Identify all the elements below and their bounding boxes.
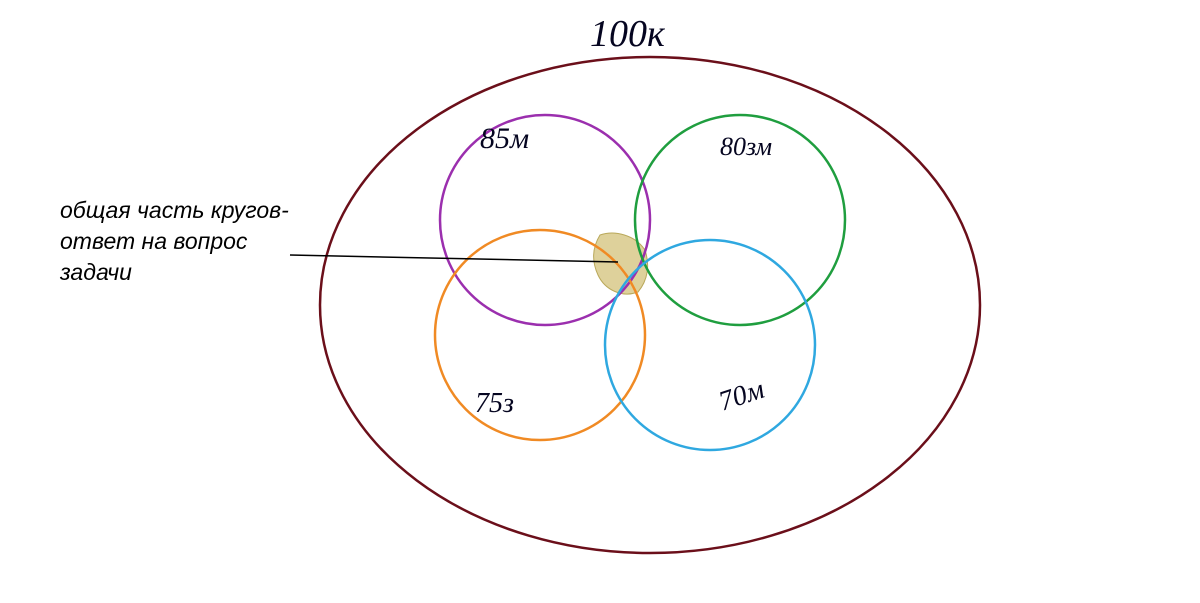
annotation-line3: задачи <box>60 257 289 288</box>
annotation-line2: ответ на вопрос <box>60 226 289 257</box>
label-orange: 75з <box>475 388 514 420</box>
pointer-line <box>290 255 618 262</box>
label-green: 80зм <box>720 132 772 162</box>
annotation-line1: общая часть кругов- <box>60 195 289 226</box>
circle-blue <box>605 240 815 450</box>
venn-diagram <box>0 0 1200 603</box>
annotation-text: общая часть кругов- ответ на вопрос зада… <box>60 195 289 288</box>
label-purple: 85м <box>480 122 529 156</box>
outer-label: 100к <box>590 12 665 56</box>
outer-ellipse <box>320 57 980 553</box>
